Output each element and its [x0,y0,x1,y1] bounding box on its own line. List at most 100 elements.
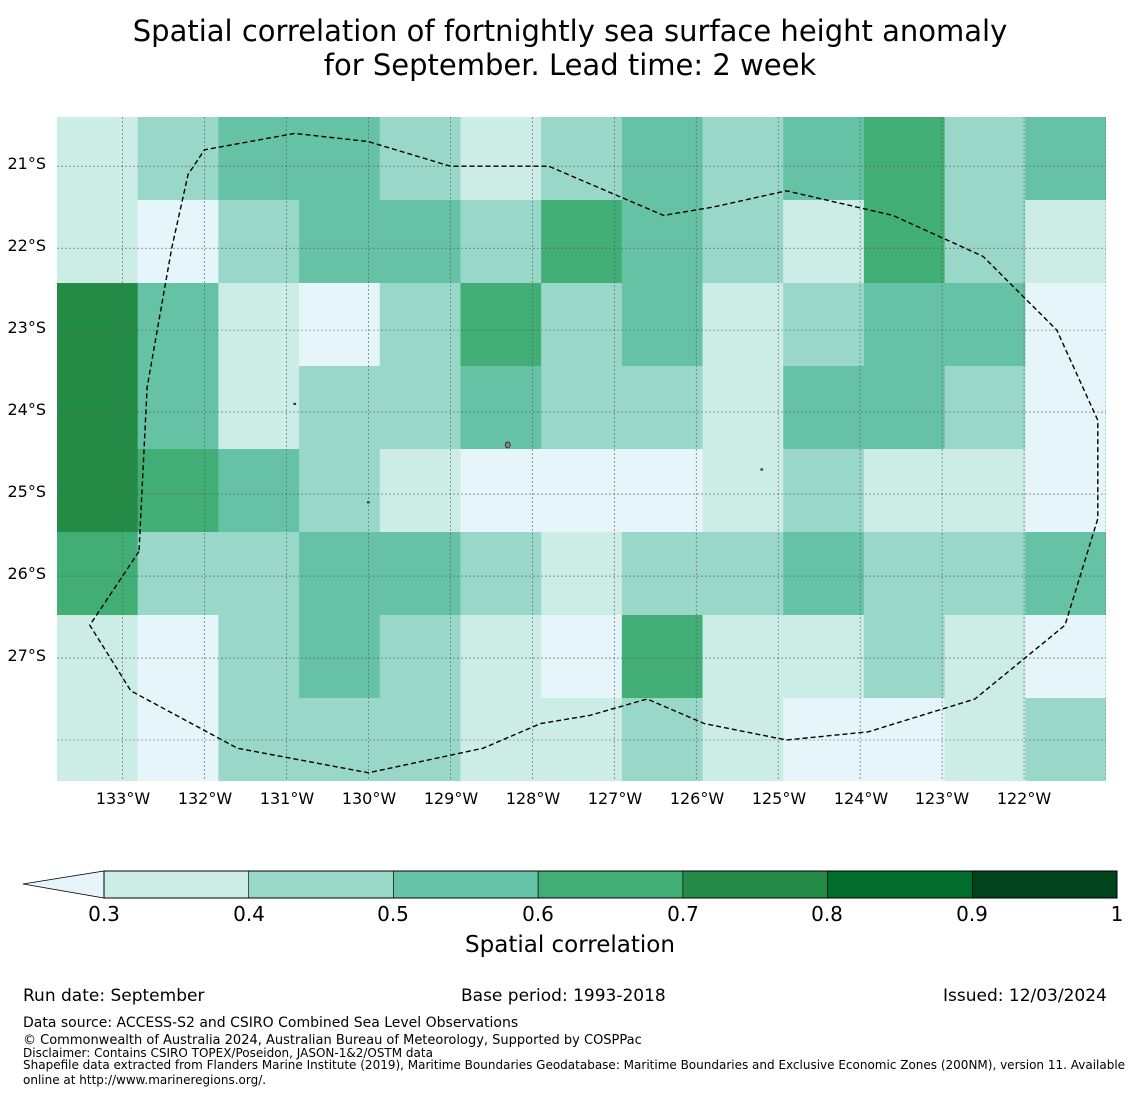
colorbar-bin [103,870,250,899]
correlation-cell [783,366,865,450]
map-canvas[interactable] [57,117,1106,781]
correlation-cell [379,532,462,616]
correlation-cell [1025,532,1106,616]
correlation-cell [137,615,219,699]
colorbar-tick: 0.3 [88,902,120,926]
correlation-cell [944,532,1026,616]
correlation-cells [57,117,1106,781]
correlation-cell [944,200,1026,284]
correlation-cell [379,449,462,533]
lat-label: 22°S [7,236,46,255]
lat-label: 23°S [7,318,46,337]
correlation-cell [621,283,704,367]
title-line-2: for September. Lead time: 2 week [323,48,817,82]
correlation-cell [863,200,946,284]
lon-label: 128°W [505,789,561,808]
issued-date: Issued: 12/03/2024 [943,986,1107,1006]
lat-label: 24°S [7,400,46,419]
correlation-cell [218,449,300,533]
lon-label: 129°W [423,789,479,808]
correlation-cell [541,283,623,367]
lon-label: 126°W [669,789,725,808]
correlation-cell [621,449,704,533]
colorbar-label: Spatial correlation [465,932,675,958]
lat-label: 26°S [7,564,46,583]
lat-label: 25°S [7,482,46,501]
correlation-cell [218,200,300,284]
chart-title: Spatial correlation of fortnightly sea s… [0,14,1140,82]
shapefile-credit-line-2: online at http://www.marineregions.org/. [23,1073,267,1087]
colorbar-tick: 0.7 [667,902,699,926]
correlation-cell [460,366,542,450]
correlation-cell [702,200,784,284]
correlation-cell [863,532,946,616]
lon-label: 123°W [914,789,970,808]
correlation-cell [1025,117,1106,201]
correlation-cell [1025,449,1106,533]
correlation-cell [218,117,300,201]
correlation-cell [863,117,946,201]
correlation-cell [460,698,542,781]
correlation-cell [218,698,300,781]
correlation-cell [702,449,784,533]
correlation-cell [218,366,300,450]
correlation-cell [621,200,704,284]
correlation-cell [783,200,865,284]
correlation-cell [379,200,462,284]
correlation-cell [218,532,300,616]
correlation-cell [137,366,219,450]
colorbar-bins [103,870,1118,899]
colorbar-tick: 0.9 [956,902,988,926]
correlation-cell [783,615,865,699]
correlation-cell [863,449,946,533]
lon-label: 127°W [587,789,643,808]
correlation-cell [379,117,462,201]
correlation-cell [379,283,462,367]
correlation-cell [137,117,219,201]
correlation-cell [218,283,300,367]
correlation-cell [137,449,219,533]
correlation-cell [944,283,1026,367]
correlation-cell [299,698,381,781]
lon-label: 133°W [95,789,151,808]
lon-label: 131°W [259,789,315,808]
correlation-cell [137,200,219,284]
correlation-cell [1025,200,1106,284]
colorbar-bin [971,870,1118,899]
correlation-cell [541,366,623,450]
correlation-cell [863,615,946,699]
correlation-cell [783,449,865,533]
correlation-cell [57,698,139,781]
copyright: © Commonwealth of Australia 2024, Austra… [23,1033,642,1048]
correlation-cell [783,117,865,201]
correlation-cell [57,366,139,450]
correlation-cell [863,366,946,450]
correlation-cell [57,283,139,367]
correlation-cell [621,366,704,450]
colorbar-bin [537,870,684,899]
correlation-cell [460,200,542,284]
correlation-cell [137,283,219,367]
correlation-cell [460,117,542,201]
correlation-cell [783,532,865,616]
colorbar-bin [827,870,973,899]
island [504,441,511,449]
correlation-cell [541,449,623,533]
map-panel[interactable] [57,117,1106,781]
correlation-cell [541,615,623,699]
correlation-cell [702,615,784,699]
correlation-cell [541,200,623,284]
correlation-cell [702,283,784,367]
correlation-cell [702,698,784,781]
run-date: Run date: September [23,986,205,1006]
correlation-cell [137,532,219,616]
colorbar-tick: 0.6 [522,902,554,926]
base-period: Base period: 1993-2018 [461,986,666,1006]
data-source: Data source: ACCESS-S2 and CSIRO Combine… [23,1015,519,1031]
correlation-cell [57,449,139,533]
correlation-cell [460,532,542,616]
correlation-cell [702,117,784,201]
correlation-cell [944,615,1026,699]
lon-label: 125°W [751,789,807,808]
correlation-cell [299,366,381,450]
